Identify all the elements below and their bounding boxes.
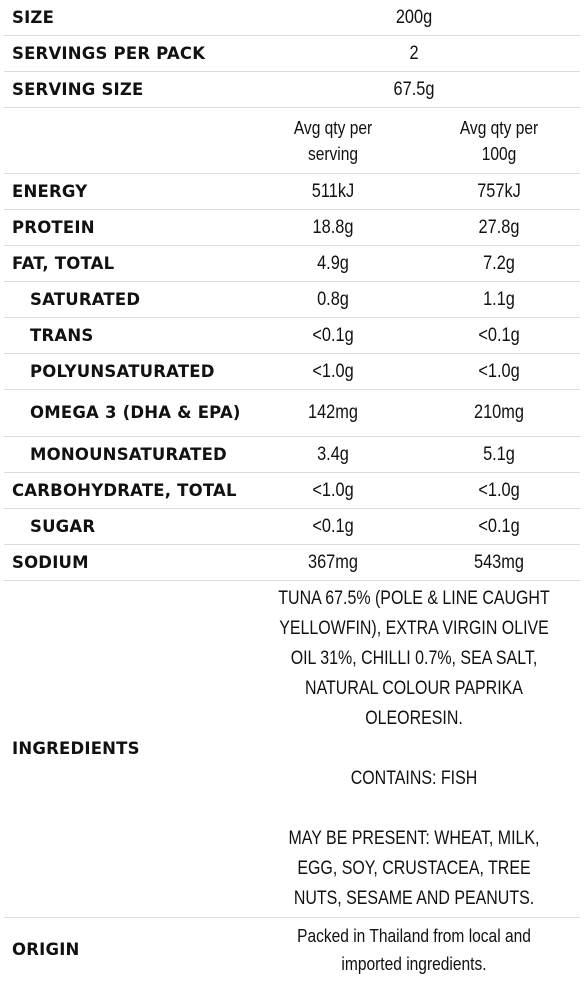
per-serving-value: 3.4g	[317, 443, 349, 465]
nutrient-label: CARBOHYDRATE, TOTAL	[12, 480, 237, 500]
per-serving-value: 511kJ	[311, 180, 355, 202]
nutrient-row-monounsaturated: MONOUNSATURATED 3.4g 5.1g	[4, 437, 580, 473]
origin-label: ORIGIN	[12, 940, 80, 959]
serving-size-value: 67.5g	[393, 78, 435, 100]
per-serving-value: <1.0g	[312, 360, 354, 382]
origin-row: ORIGIN Packed in Thailand from local and…	[4, 918, 580, 982]
per-100g-value: <1.0g	[478, 360, 520, 382]
per-100g-value: 543mg	[474, 551, 524, 573]
nutrient-row-protein: PROTEIN 18.8g 27.8g	[4, 210, 580, 246]
per-100g-value: 210mg	[474, 402, 524, 423]
nutrient-row-sugar: SUGAR <0.1g <0.1g	[4, 509, 580, 545]
size-label: SIZE	[12, 7, 55, 27]
nutrient-label: ENERGY	[12, 181, 88, 201]
per-serving-value: 4.9g	[317, 252, 349, 274]
ingredients-label: INGREDIENTS	[12, 739, 140, 758]
nutrient-label: SODIUM	[12, 552, 89, 572]
nutrient-row-omega-3: OMEGA 3 (DHA & EPA) 142mg 210mg	[4, 390, 580, 437]
column-header-row: Avg qty per serving Avg qty per 100g	[4, 108, 580, 174]
nutrient-label: MONOUNSATURATED	[30, 444, 227, 464]
ingredients-text: TUNA 67.5% (POLE & LINE CAUGHT YELLOWFIN…	[275, 584, 554, 914]
per-100g-header-line1: Avg qty per	[459, 116, 539, 138]
per-serving-header-line2: serving	[307, 142, 359, 164]
per-100g-value: <1.0g	[478, 479, 520, 501]
per-serving-value: 142mg	[308, 402, 358, 423]
per-100g-value: <0.1g	[478, 324, 520, 346]
allergen-may-be-present: MAY BE PRESENT: WHEAT, MILK, EGG, SOY, C…	[288, 828, 540, 909]
nutrient-label: OMEGA 3 (DHA & EPA)	[30, 403, 241, 422]
ingredients-row: INGREDIENTS TUNA 67.5% (POLE & LINE CAUG…	[4, 581, 580, 918]
nutrient-label: SATURATED	[30, 289, 141, 309]
nutrient-row-carbohydrate-total: CARBOHYDRATE, TOTAL <1.0g <1.0g	[4, 473, 580, 509]
nutrient-row-saturated: SATURATED 0.8g 1.1g	[4, 282, 580, 318]
size-value: 200g	[395, 6, 433, 28]
nutrient-label: SUGAR	[30, 516, 96, 536]
per-serving-value: <1.0g	[312, 479, 354, 501]
per-100g-value: 5.1g	[483, 443, 515, 465]
origin-statement: Packed in Thailand from local and import…	[297, 925, 531, 974]
servings-per-pack-row: SERVINGS PER PACK 2	[4, 36, 580, 72]
per-100g-value: 7.2g	[483, 252, 515, 274]
nutrient-label: PROTEIN	[12, 217, 95, 237]
per-serving-header-line1: Avg qty per	[293, 116, 373, 138]
nutrient-label: TRANS	[30, 325, 94, 345]
per-100g-value: <0.1g	[478, 515, 520, 537]
per-serving-value: <0.1g	[312, 324, 354, 346]
size-row: SIZE 200g	[4, 0, 580, 36]
serving-size-label: SERVING SIZE	[12, 79, 144, 99]
per-100g-header-line2: 100g	[481, 142, 517, 164]
nutrient-row-polyunsaturated: POLYUNSATURATED <1.0g <1.0g	[4, 354, 580, 390]
nutrient-row-fat-total: FAT, TOTAL 4.9g 7.2g	[4, 246, 580, 282]
per-100g-header: Avg qty per 100g	[431, 115, 567, 167]
per-serving-header: Avg qty per serving	[262, 115, 405, 167]
nutrient-row-trans: TRANS <0.1g <0.1g	[4, 318, 580, 354]
per-serving-value: 367mg	[308, 551, 358, 573]
per-100g-value: 757kJ	[477, 180, 521, 202]
per-serving-value: 18.8g	[312, 216, 354, 238]
per-100g-value: 1.1g	[483, 288, 515, 310]
servings-per-pack-label: SERVINGS PER PACK	[12, 43, 206, 63]
nutrient-row-sodium: SODIUM 367mg 543mg	[4, 545, 580, 581]
nutrient-label: POLYUNSATURATED	[30, 361, 215, 381]
allergen-contains: CONTAINS: FISH	[350, 768, 478, 789]
per-serving-value: 0.8g	[317, 288, 349, 310]
serving-size-row: SERVING SIZE 67.5g	[4, 72, 580, 108]
servings-per-pack-value: 2	[409, 42, 419, 64]
per-100g-value: 27.8g	[478, 216, 520, 238]
nutrient-label: FAT, TOTAL	[12, 253, 115, 273]
ingredients-composition: TUNA 67.5% (POLE & LINE CAUGHT YELLOWFIN…	[278, 588, 550, 729]
nutrient-row-energy: ENERGY 511kJ 757kJ	[4, 174, 580, 210]
per-serving-value: <0.1g	[312, 515, 354, 537]
nutrition-information-panel: SIZE 200g SERVINGS PER PACK 2 SERVING SI…	[4, 0, 580, 982]
